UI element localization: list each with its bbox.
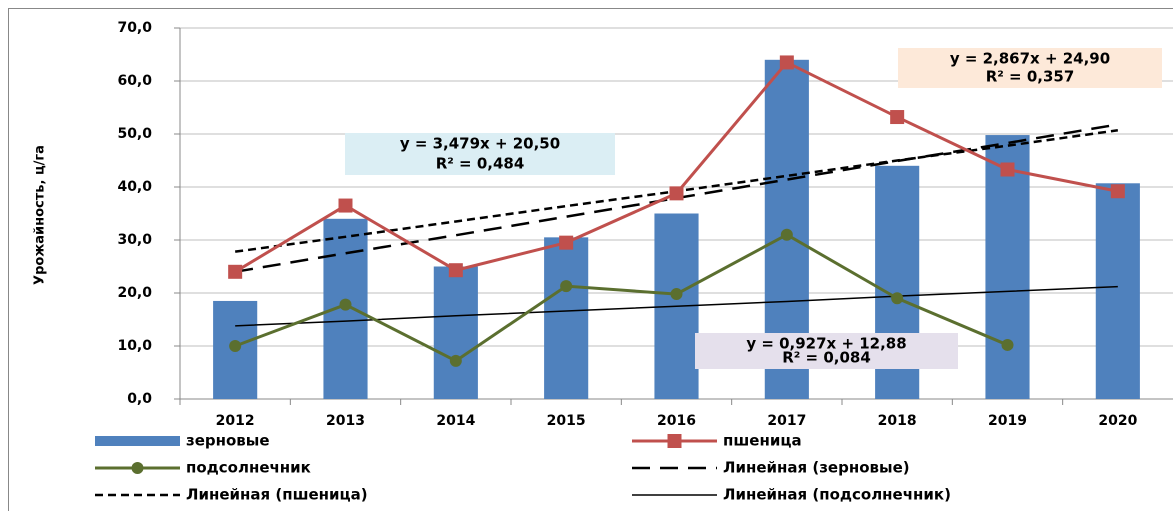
y-tick-label: 40,0 (117, 179, 152, 195)
marker (449, 354, 462, 367)
x-tick-label: 2012 (216, 413, 255, 429)
x-tick-label: 2016 (657, 413, 696, 429)
annotation-text: R² = 0,357 (986, 68, 1075, 86)
bar (1095, 183, 1140, 399)
y-axis-label: Урожайность, ц/га (33, 145, 48, 285)
x-tick-label: 2018 (878, 413, 917, 429)
annotation-text: y = 2,867x + 24,90 (950, 50, 1110, 68)
y-tick-label: 10,0 (117, 338, 152, 354)
trend-line (234, 123, 1119, 274)
legend-label: зерновые (186, 432, 270, 450)
y-tick-label: 60,0 (117, 73, 152, 89)
y-tick-label: 50,0 (117, 126, 152, 142)
annotation-text: y = 0,927x + 12,88 (746, 335, 906, 353)
legend-marker (131, 462, 144, 474)
x-tick-label: 2013 (326, 413, 365, 429)
marker (559, 235, 574, 250)
x-tick-label: 2015 (547, 413, 586, 429)
line (234, 232, 1009, 363)
legend-swatch (95, 436, 180, 446)
y-tick-label: 70,0 (117, 20, 152, 36)
marker (229, 340, 242, 352)
legend-marker (667, 434, 682, 448)
legend-label: пшеница (723, 432, 802, 450)
marker (891, 292, 904, 305)
legend-label: подсолнечник (186, 459, 311, 477)
y-tick-label: 0,0 (127, 391, 152, 407)
marker (780, 228, 793, 241)
marker (228, 264, 243, 279)
annotation-box (695, 333, 958, 369)
trend-line (235, 285, 1118, 327)
bar (544, 237, 589, 399)
y-tick-label: 30,0 (117, 232, 152, 248)
marker (338, 198, 353, 213)
legend-label: Линейная (зерновые) (723, 459, 910, 477)
y-tick-label: 20,0 (117, 285, 152, 301)
marker (1001, 338, 1014, 351)
marker (1000, 162, 1015, 177)
x-tick-label: 2014 (436, 413, 475, 429)
marker (560, 280, 573, 293)
marker (1110, 184, 1125, 199)
marker (448, 263, 463, 278)
legend-label: Линейная (подсолнечник) (723, 486, 951, 504)
annotation-text: R² = 0,084 (782, 349, 871, 367)
marker (670, 288, 683, 301)
annotation-box (345, 133, 615, 175)
bar (433, 266, 478, 399)
marker (669, 186, 684, 201)
bar (985, 135, 1030, 399)
annotation-text: y = 3,479x + 20,50 (400, 135, 560, 153)
annotation-box (898, 48, 1162, 88)
legend-label: Линейная (пшеница) (186, 486, 368, 504)
x-tick-label: 2019 (988, 413, 1027, 429)
chart-border (8, 8, 1173, 511)
annotation-text: R² = 0,484 (436, 155, 525, 173)
marker (890, 110, 905, 125)
marker (339, 298, 352, 311)
x-tick-label: 2020 (1098, 413, 1137, 429)
x-tick-label: 2017 (767, 413, 806, 429)
marker (779, 55, 794, 70)
